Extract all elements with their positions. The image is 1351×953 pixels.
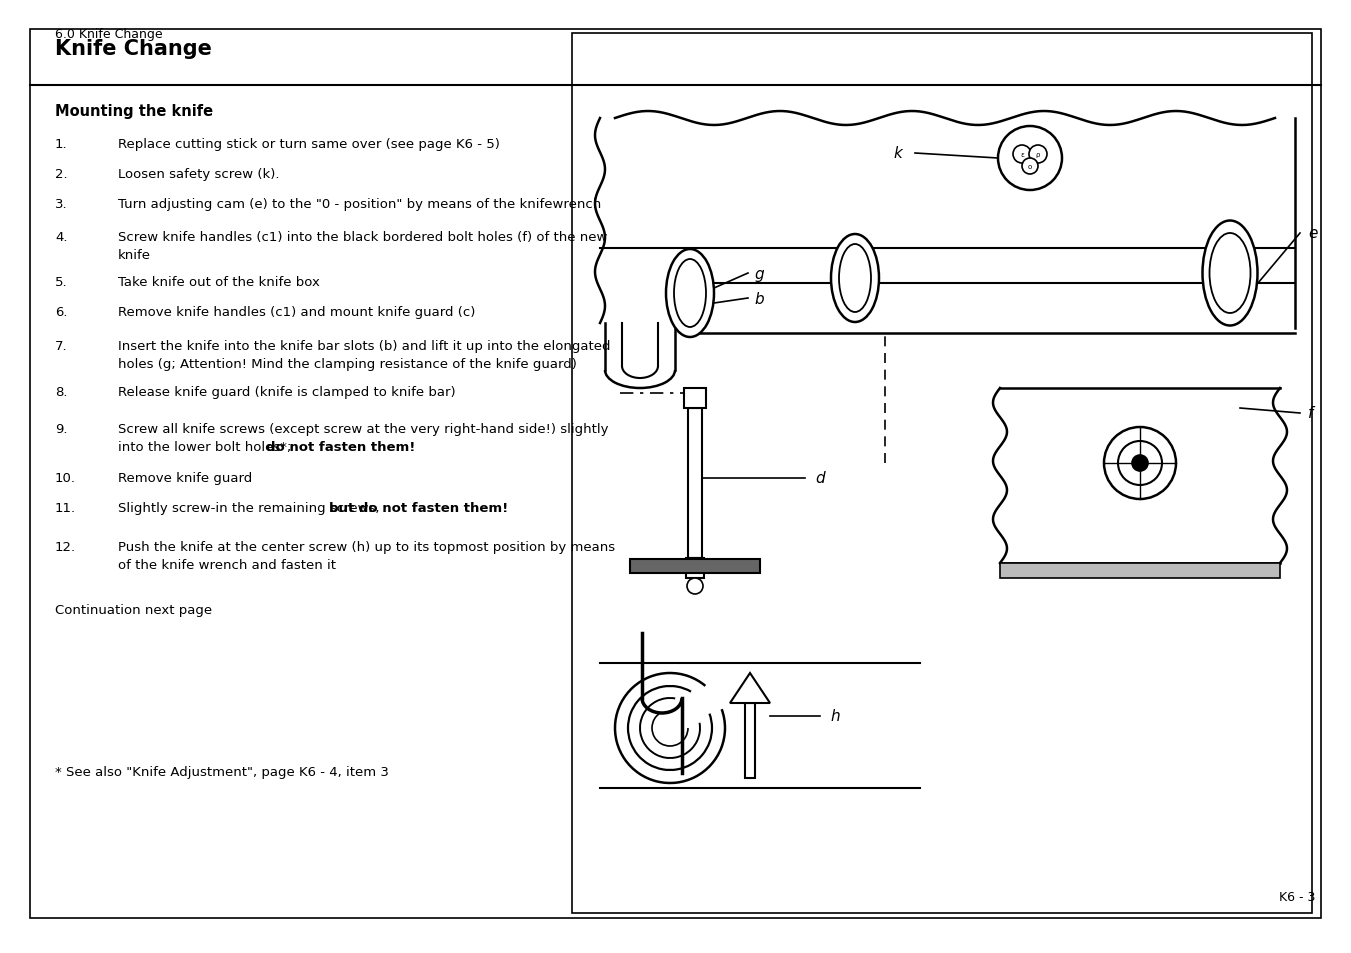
Text: Push the knife at the center screw (h) up to its topmost position by means: Push the knife at the center screw (h) u… — [118, 540, 615, 554]
Text: Continuation next page: Continuation next page — [55, 603, 212, 617]
Text: knife: knife — [118, 249, 151, 262]
Bar — [571, 34, 1312, 913]
Text: 3.: 3. — [55, 198, 68, 211]
Bar — [686, 558, 704, 578]
Text: ρ: ρ — [1036, 152, 1040, 158]
Text: b: b — [754, 292, 763, 306]
Text: Loosen safety screw (k).: Loosen safety screw (k). — [118, 168, 280, 181]
Text: K6 - 3: K6 - 3 — [1278, 890, 1315, 903]
Text: 12.: 12. — [55, 540, 76, 554]
Ellipse shape — [1209, 233, 1251, 314]
Text: Screw knife handles (c1) into the black bordered bolt holes (f) of the new: Screw knife handles (c1) into the black … — [118, 231, 608, 244]
Ellipse shape — [666, 250, 713, 337]
Bar — [1000, 563, 1279, 578]
Text: 10.: 10. — [55, 472, 76, 484]
Bar — [744, 703, 755, 779]
Text: Turn adjusting cam (e) to the "0 - position" by means of the knifewrench: Turn adjusting cam (e) to the "0 - posit… — [118, 198, 601, 211]
Text: Slightly screw-in the remaining screws,: Slightly screw-in the remaining screws, — [118, 501, 384, 515]
Circle shape — [1104, 428, 1175, 499]
Text: ε: ε — [1020, 152, 1024, 158]
Circle shape — [1132, 456, 1148, 472]
Text: Knife Change: Knife Change — [55, 39, 212, 59]
Text: 2.: 2. — [55, 168, 68, 181]
Text: of the knife wrench and fasten it: of the knife wrench and fasten it — [118, 558, 336, 572]
Text: Remove knife guard: Remove knife guard — [118, 472, 253, 484]
Text: 6.: 6. — [55, 306, 68, 318]
Text: 7.: 7. — [55, 339, 68, 353]
Ellipse shape — [839, 245, 871, 313]
Text: 5.: 5. — [55, 275, 68, 289]
Text: d: d — [815, 471, 824, 486]
Ellipse shape — [674, 260, 707, 328]
Polygon shape — [730, 673, 770, 703]
Text: Screw all knife screws (except screw at the very right-hand side!) slightly: Screw all knife screws (except screw at … — [118, 422, 608, 436]
Text: f: f — [1308, 406, 1313, 421]
Circle shape — [1021, 159, 1038, 174]
Circle shape — [1119, 441, 1162, 485]
Ellipse shape — [831, 234, 880, 323]
Text: * See also "Knife Adjustment", page K6 - 4, item 3: * See also "Knife Adjustment", page K6 -… — [55, 765, 389, 779]
Text: into the lower bolt holes*;: into the lower bolt holes*; — [118, 440, 296, 454]
Text: Mounting the knife: Mounting the knife — [55, 104, 213, 119]
Text: 8.: 8. — [55, 386, 68, 398]
Text: 1.: 1. — [55, 138, 68, 151]
Text: e: e — [1308, 226, 1317, 241]
Text: holes (g; Attention! Mind the clamping resistance of the knife guard): holes (g; Attention! Mind the clamping r… — [118, 357, 577, 371]
Bar — [688, 409, 703, 558]
Text: but do not fasten them!: but do not fasten them! — [330, 501, 508, 515]
Circle shape — [1029, 146, 1047, 164]
Text: do not fasten them!: do not fasten them! — [266, 440, 415, 454]
Text: k: k — [893, 147, 902, 161]
Circle shape — [998, 127, 1062, 191]
Bar — [684, 389, 707, 409]
Text: g: g — [754, 266, 763, 281]
Text: 11.: 11. — [55, 501, 76, 515]
Text: h: h — [830, 709, 839, 723]
Circle shape — [1013, 146, 1031, 164]
Text: o: o — [1028, 164, 1032, 170]
Text: Insert the knife into the knife bar slots (b) and lift it up into the elongated: Insert the knife into the knife bar slot… — [118, 339, 611, 353]
Bar — [630, 559, 761, 574]
Text: Take knife out of the knife box: Take knife out of the knife box — [118, 275, 320, 289]
Text: 6.0 Knife Change: 6.0 Knife Change — [55, 28, 162, 41]
Ellipse shape — [1202, 221, 1258, 326]
Text: Replace cutting stick or turn same over (see page K6 - 5): Replace cutting stick or turn same over … — [118, 138, 500, 151]
Text: 9.: 9. — [55, 422, 68, 436]
Text: Remove knife handles (c1) and mount knife guard (c): Remove knife handles (c1) and mount knif… — [118, 306, 476, 318]
Text: Release knife guard (knife is clamped to knife bar): Release knife guard (knife is clamped to… — [118, 386, 455, 398]
Text: 4.: 4. — [55, 231, 68, 244]
Circle shape — [688, 578, 703, 595]
